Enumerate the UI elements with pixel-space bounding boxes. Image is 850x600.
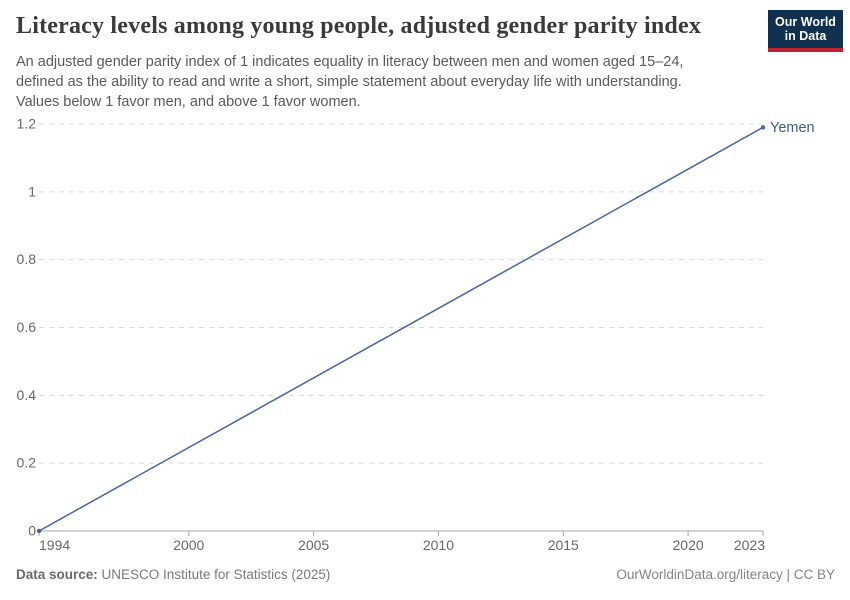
chart-footer: Data source: UNESCO Institute for Statis…	[16, 567, 835, 582]
data-source-text: UNESCO Institute for Statistics (2025)	[101, 567, 331, 582]
data-source-label: Data source:	[16, 567, 98, 582]
subtitle-line: Values below 1 favor men, and above 1 fa…	[16, 94, 361, 110]
x-tick-label: 2015	[548, 537, 579, 553]
series-line-yemen[interactable]	[38, 126, 764, 532]
x-tick-label: 2023	[734, 537, 765, 553]
owid-logo[interactable]: Our World in Data	[768, 10, 843, 52]
x-tick-label: 1994	[39, 537, 70, 553]
owid-logo-line2: in Data	[784, 29, 827, 43]
credit-link[interactable]: OurWorldinData.org/literacy | CC BY	[616, 567, 835, 582]
x-tick-label: 2010	[423, 537, 454, 553]
x-tick-label: 2005	[298, 537, 329, 553]
data-point[interactable]	[760, 125, 766, 130]
y-tick-label: 0.8	[17, 251, 37, 267]
data-source: Data source: UNESCO Institute for Statis…	[16, 567, 330, 582]
chart-subtitle: An adjusted gender parity index of 1 ind…	[16, 52, 786, 112]
y-tick-label: 1	[28, 183, 36, 199]
page-title: Literacy levels among young people, adju…	[16, 13, 702, 39]
y-tick-label: 0.4	[17, 387, 37, 403]
owid-logo-line1: Our World	[775, 14, 836, 29]
y-tick-label: 0	[28, 523, 36, 539]
y-tick-label: 1.2	[17, 116, 37, 132]
data-point[interactable]	[36, 528, 42, 534]
subtitle-line: An adjusted gender parity index of 1 ind…	[16, 54, 684, 70]
x-tick-label: 2000	[173, 537, 204, 553]
y-tick-label: 0.6	[17, 319, 37, 335]
y-tick-label: 0.2	[17, 455, 37, 471]
series-label-yemen[interactable]: Yemen	[770, 120, 815, 136]
subtitle-line: defined as the ability to read and write…	[16, 74, 682, 90]
x-tick-label: 2020	[673, 537, 704, 553]
